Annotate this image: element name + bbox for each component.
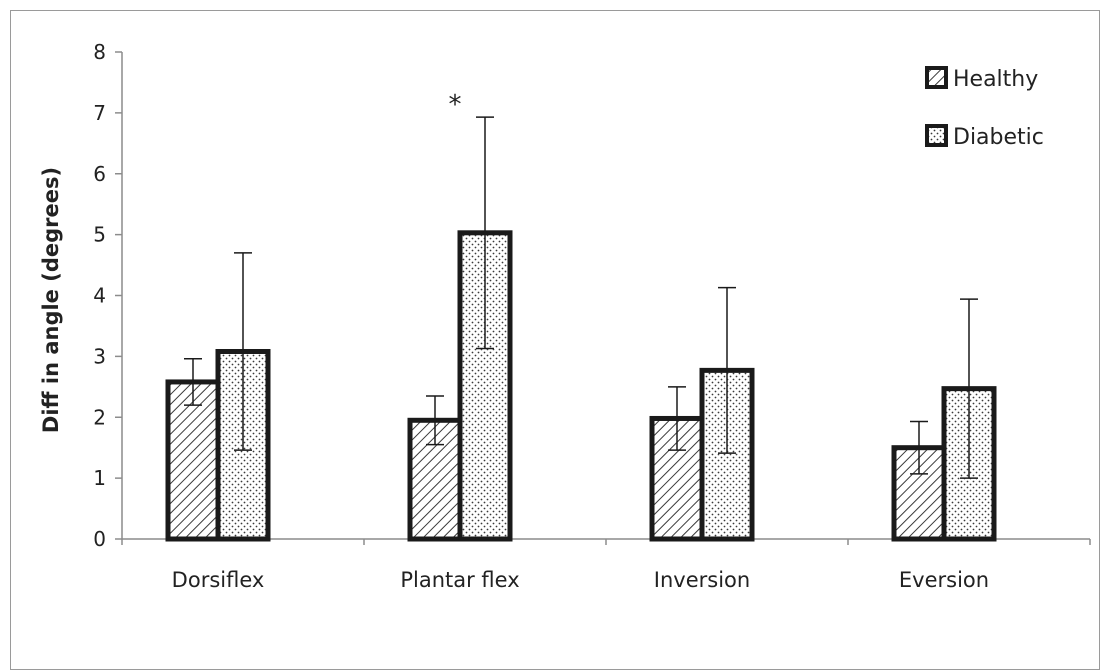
y-tick-label: 2	[93, 405, 106, 429]
legend-swatch-healthy	[925, 66, 948, 89]
category-label: Eversion	[899, 568, 989, 592]
annotations: *	[449, 90, 462, 120]
y-axis-label: Diff in angle (degrees)	[39, 167, 63, 433]
category-label: Dorsiflex	[172, 568, 265, 592]
y-tick-label: 6	[93, 162, 106, 186]
bars	[165, 116, 997, 542]
legend: Healthy Diabetic	[925, 66, 1044, 150]
y-tick-label: 4	[93, 284, 106, 308]
category-label: Plantar flex	[400, 568, 519, 592]
y-tick-label: 0	[93, 527, 106, 551]
y-tick-label: 5	[93, 223, 106, 247]
category-labels: Dorsiflex Plantar flex Inversion Eversion	[172, 568, 989, 592]
chart-frame	[10, 10, 1100, 670]
legend-swatch-diabetic	[925, 124, 948, 147]
y-tick-label: 7	[93, 101, 106, 125]
legend-label-diabetic: Diabetic	[953, 125, 1044, 150]
legend-label-healthy: Healthy	[953, 67, 1038, 92]
y-tick-label: 8	[93, 40, 106, 64]
y-tick-label: 3	[93, 344, 106, 368]
y-axis: 0 1 2 3 4 5 6 7 8	[93, 40, 123, 551]
significance-marker: *	[449, 90, 462, 120]
category-label: Inversion	[654, 568, 750, 592]
y-tick-label: 1	[93, 466, 106, 490]
